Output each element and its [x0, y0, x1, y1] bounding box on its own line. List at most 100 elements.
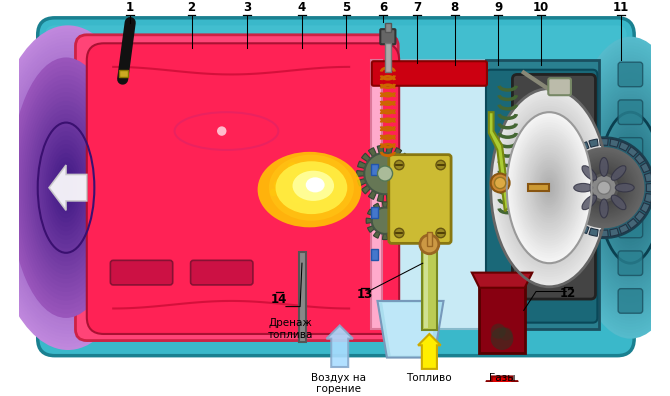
- Ellipse shape: [578, 64, 670, 312]
- Ellipse shape: [548, 185, 551, 190]
- Wedge shape: [634, 154, 645, 164]
- Wedge shape: [405, 171, 413, 177]
- Ellipse shape: [547, 183, 552, 193]
- Ellipse shape: [587, 85, 670, 290]
- Ellipse shape: [610, 139, 651, 236]
- Ellipse shape: [532, 158, 566, 218]
- Ellipse shape: [502, 109, 596, 267]
- Ellipse shape: [536, 166, 562, 210]
- Text: Газы: Газы: [489, 373, 515, 383]
- Ellipse shape: [49, 148, 83, 227]
- Ellipse shape: [269, 155, 354, 221]
- Ellipse shape: [517, 133, 582, 242]
- Ellipse shape: [50, 152, 86, 223]
- Ellipse shape: [56, 166, 76, 209]
- Ellipse shape: [41, 133, 95, 243]
- Ellipse shape: [47, 144, 85, 231]
- Ellipse shape: [32, 110, 100, 266]
- FancyBboxPatch shape: [618, 138, 643, 162]
- Ellipse shape: [577, 161, 631, 215]
- Wedge shape: [634, 211, 645, 221]
- Ellipse shape: [611, 195, 626, 210]
- Ellipse shape: [588, 88, 670, 287]
- Ellipse shape: [515, 127, 583, 248]
- Wedge shape: [368, 209, 375, 216]
- Polygon shape: [489, 112, 510, 211]
- Ellipse shape: [574, 55, 670, 321]
- FancyBboxPatch shape: [513, 74, 596, 299]
- Wedge shape: [563, 211, 574, 221]
- Circle shape: [436, 228, 446, 238]
- Ellipse shape: [39, 129, 96, 246]
- Ellipse shape: [47, 145, 89, 230]
- Text: 6: 6: [379, 1, 387, 14]
- Text: 9: 9: [494, 1, 502, 14]
- Wedge shape: [619, 142, 629, 151]
- Wedge shape: [369, 148, 377, 157]
- Ellipse shape: [31, 113, 105, 263]
- Ellipse shape: [306, 177, 325, 192]
- Text: Топливо: Топливо: [407, 373, 452, 383]
- Ellipse shape: [529, 153, 570, 223]
- Wedge shape: [647, 183, 653, 192]
- Bar: [427, 232, 432, 246]
- Ellipse shape: [516, 131, 583, 245]
- FancyBboxPatch shape: [486, 70, 598, 323]
- FancyArrow shape: [326, 326, 353, 367]
- Ellipse shape: [576, 58, 670, 318]
- Wedge shape: [579, 224, 589, 234]
- Wedge shape: [373, 203, 380, 210]
- Ellipse shape: [26, 97, 106, 279]
- Bar: [299, 252, 306, 341]
- Ellipse shape: [9, 57, 123, 318]
- Ellipse shape: [0, 38, 142, 337]
- Wedge shape: [387, 145, 393, 154]
- Ellipse shape: [620, 164, 641, 212]
- Ellipse shape: [622, 169, 638, 206]
- Ellipse shape: [567, 40, 670, 336]
- Ellipse shape: [572, 155, 636, 220]
- Ellipse shape: [19, 79, 113, 296]
- Ellipse shape: [510, 117, 589, 258]
- Ellipse shape: [517, 130, 582, 246]
- Wedge shape: [399, 153, 409, 162]
- FancyBboxPatch shape: [111, 260, 173, 285]
- Ellipse shape: [494, 93, 605, 282]
- Wedge shape: [398, 218, 404, 223]
- Ellipse shape: [538, 168, 561, 208]
- Ellipse shape: [602, 187, 605, 189]
- Ellipse shape: [524, 143, 575, 233]
- Ellipse shape: [626, 179, 634, 197]
- Ellipse shape: [601, 118, 660, 257]
- Ellipse shape: [589, 173, 619, 203]
- Ellipse shape: [60, 175, 72, 201]
- Ellipse shape: [531, 155, 567, 221]
- Ellipse shape: [592, 97, 669, 278]
- Wedge shape: [390, 203, 397, 210]
- Circle shape: [288, 162, 297, 171]
- Text: 14: 14: [271, 293, 287, 306]
- Ellipse shape: [12, 74, 124, 301]
- Wedge shape: [610, 139, 619, 147]
- Ellipse shape: [588, 171, 620, 204]
- Ellipse shape: [600, 184, 608, 192]
- Circle shape: [490, 324, 506, 339]
- Wedge shape: [390, 231, 397, 238]
- Ellipse shape: [501, 106, 598, 269]
- Wedge shape: [368, 226, 375, 232]
- Circle shape: [217, 126, 226, 136]
- Ellipse shape: [520, 138, 578, 237]
- FancyBboxPatch shape: [618, 62, 643, 87]
- Wedge shape: [600, 139, 608, 145]
- Ellipse shape: [492, 91, 606, 284]
- Ellipse shape: [574, 183, 593, 192]
- Wedge shape: [383, 234, 388, 240]
- FancyBboxPatch shape: [76, 35, 398, 341]
- Wedge shape: [393, 190, 401, 200]
- Ellipse shape: [545, 180, 553, 195]
- Ellipse shape: [590, 174, 618, 201]
- Ellipse shape: [518, 132, 580, 243]
- Circle shape: [291, 190, 304, 204]
- Circle shape: [377, 166, 393, 181]
- Circle shape: [270, 188, 277, 196]
